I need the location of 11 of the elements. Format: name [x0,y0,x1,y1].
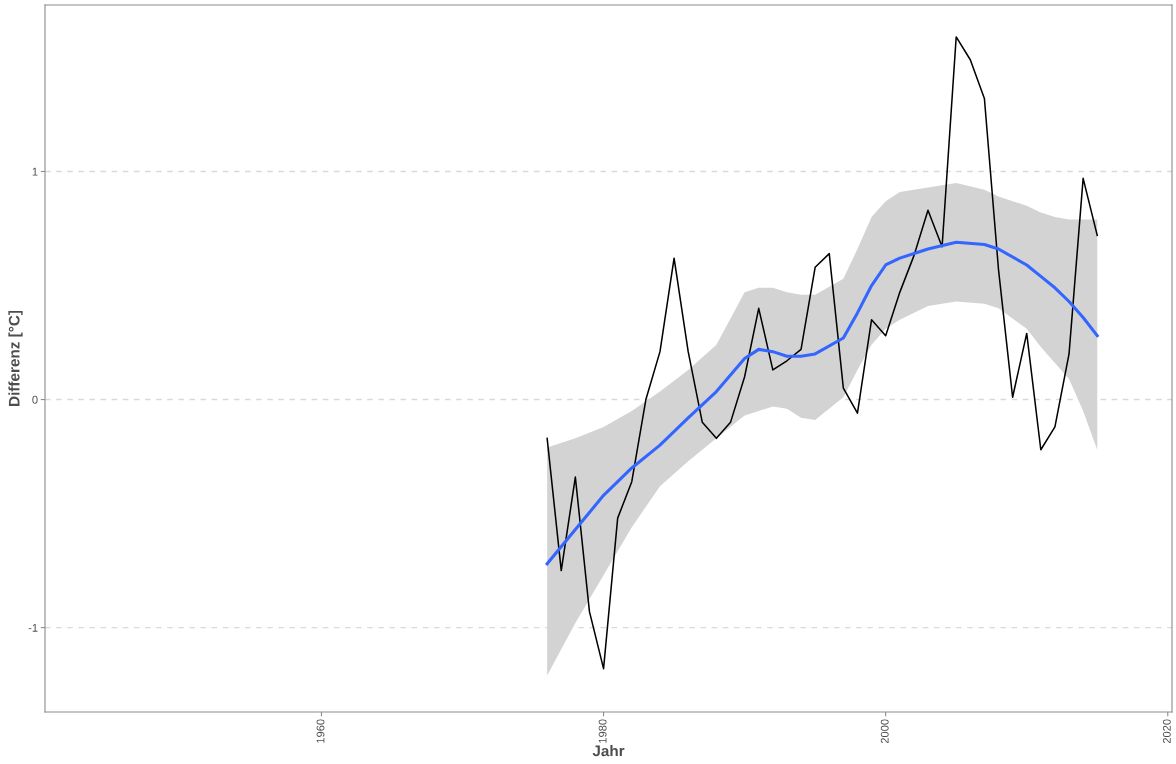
x-tick-label: 2020 [1162,719,1171,744]
x-tick-label: 2000 [880,719,889,744]
line-series [545,240,1099,566]
y-tick-label: 0 [32,395,38,404]
x-axis-title: Jahr [592,745,625,757]
x-tick-label: 1960 [316,719,325,743]
y-axis-title: Differenz [°C] [8,310,23,406]
x-tick-label: 1980 [598,719,607,743]
line-series [546,36,1099,670]
y-tick-label: -1 [28,624,38,632]
y-tick-label: 1 [32,167,38,176]
